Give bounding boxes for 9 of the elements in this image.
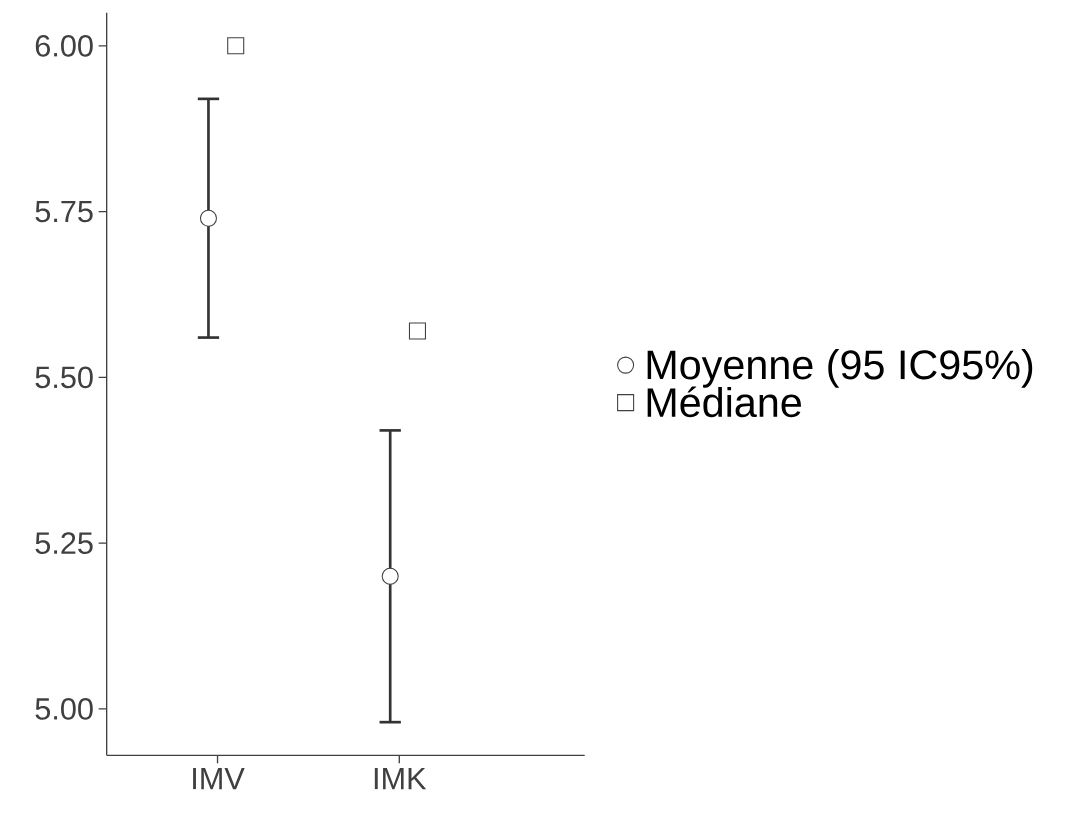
y-tick-label: 5.75 (35, 200, 93, 223)
y-tick-label: 6.00 (35, 34, 93, 57)
x-tick-label: IMK (374, 768, 427, 790)
x-tick-label: IMV (193, 768, 245, 790)
legend-label: Moyenne (95 IC95%) (647, 349, 1033, 388)
y-tick-label: 5.50 (35, 366, 93, 389)
y-tick-label: 5.00 (35, 698, 93, 720)
y-tick-label: 5.25 (35, 532, 93, 554)
legend-label: Médiane (647, 386, 801, 418)
